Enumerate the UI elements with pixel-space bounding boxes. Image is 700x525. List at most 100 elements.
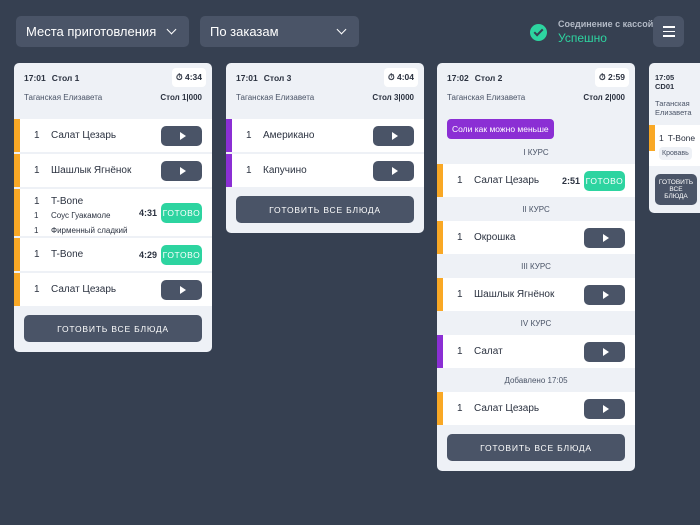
order-time: 17:01 xyxy=(236,73,258,83)
item-name: T-Bone xyxy=(51,196,84,207)
item-name: T-Bone xyxy=(51,249,84,260)
order-time: 17:01 xyxy=(24,73,46,83)
order-meta: Таганская Елизавета xyxy=(655,99,696,117)
order-time: 17:02 xyxy=(447,73,469,83)
item-qty: 1 xyxy=(457,403,463,414)
status-stripe xyxy=(14,154,20,187)
start-button[interactable] xyxy=(161,160,202,181)
play-icon xyxy=(602,233,609,242)
order-card: 17:02 Стол 2 ⏱ 2:59 Таганская Елизавета Стол… xyxy=(437,63,635,471)
waiter-name: Таганская Елизавета xyxy=(655,99,692,117)
course-label: I КУРС xyxy=(523,148,549,157)
order-card: 17:05 CD01 Таганская Елизавета 1 T-Bone Крова… xyxy=(649,63,700,213)
order-table: Стол 1 xyxy=(51,73,80,83)
order-table: Стол 2 xyxy=(474,73,503,83)
status-stripe xyxy=(437,164,443,197)
card-header: 17:01 Стол 1 ⏱ 4:34 Таганская Елизавета Стол… xyxy=(14,63,212,119)
status-stripe xyxy=(437,335,443,368)
item-qty: 1 xyxy=(34,196,40,207)
table-code: Стол 3|000 xyxy=(372,93,414,102)
item-qty: 1 xyxy=(246,130,252,141)
waiter-name: Таганская Елизавета xyxy=(236,93,315,102)
ready-time: 2:51 xyxy=(561,175,580,186)
order-table: Стол 3 xyxy=(263,73,292,83)
timer-value: 4:04 xyxy=(396,72,414,82)
start-button[interactable] xyxy=(584,284,625,305)
item-qty: 1 xyxy=(34,165,40,176)
waiter-name: Таганская Елизавета xyxy=(24,93,103,102)
order-meta: Таганская Елизавета Стол 2|000 xyxy=(447,93,625,102)
station-select[interactable]: Места приготовления xyxy=(16,16,189,47)
status-stripe xyxy=(226,154,232,187)
modifier-name: Соус Гуакамоле xyxy=(51,211,111,220)
item-name: Салат Цезарь xyxy=(474,175,540,186)
item-name: Американо xyxy=(263,130,315,141)
start-button[interactable] xyxy=(161,125,202,146)
order-item: 1 Салат Цезарь xyxy=(14,119,212,152)
play-icon xyxy=(179,285,186,294)
start-button[interactable] xyxy=(373,125,414,146)
stopwatch-icon: ⏱ xyxy=(598,72,608,82)
order-note: Соли как можно меньше xyxy=(447,119,554,139)
start-button[interactable] xyxy=(161,279,202,300)
order-meta: Таганская Елизавета Стол 1|000 xyxy=(24,93,202,102)
order-item: 1 Салат Цезарь xyxy=(14,273,212,306)
start-button[interactable] xyxy=(373,160,414,181)
order-timer: ⏱ 4:04 xyxy=(383,68,418,87)
order-item: 1 T-Bone 4:29 ГОТОВО xyxy=(14,238,212,271)
ready-button[interactable]: ГОТОВО xyxy=(161,202,202,223)
ready-button[interactable]: ГОТОВО xyxy=(161,244,202,265)
start-button[interactable] xyxy=(584,227,625,248)
order-item: 1 Американо xyxy=(226,119,424,152)
status-stripe xyxy=(649,125,655,151)
connection-value: Успешно xyxy=(558,31,607,45)
chevron-down-icon xyxy=(166,24,177,35)
ready-button[interactable]: ГОТОВО xyxy=(584,170,625,191)
sort-select[interactable]: По заказам xyxy=(200,16,359,47)
play-icon xyxy=(179,166,186,175)
menu-button[interactable] xyxy=(653,16,684,47)
order-item: 1 Салат Цезарь 2:51 ГОТОВО xyxy=(437,164,635,197)
course-label: II КУРС xyxy=(522,205,550,214)
order-title: 17:02 Стол 2 xyxy=(447,73,508,83)
modifier-qty: 1 xyxy=(34,226,39,235)
order-item: 1 Шашлык Ягнёнок xyxy=(437,278,635,311)
waiter-name: Таганская Елизавета xyxy=(447,93,526,102)
cook-all-button[interactable]: ГОТОВИТЬ ВСЕ БЛЮДА xyxy=(236,196,414,223)
order-item: 1 Салат Цезарь xyxy=(437,392,635,425)
card-header: 17:05 CD01 Таганская Елизавета xyxy=(649,63,700,125)
cook-all-button[interactable]: ГОТОВИТЬ ВСЕ БЛЮДА xyxy=(655,174,697,205)
cook-all-button[interactable]: ГОТОВИТЬ ВСЕ БЛЮДА xyxy=(24,315,202,342)
status-stripe xyxy=(437,278,443,311)
timer-value: 4:34 xyxy=(184,72,202,82)
cook-all-button[interactable]: ГОТОВИТЬ ВСЕ БЛЮДА xyxy=(447,434,625,461)
item-name: Капучино xyxy=(263,165,307,176)
item-qty: 1 xyxy=(34,249,40,260)
item-qty: 1 xyxy=(457,289,463,300)
table-code: Стол 1|000 xyxy=(160,93,202,102)
item-qty: 1 xyxy=(659,133,664,143)
stopwatch-icon: ⏱ xyxy=(387,72,397,82)
play-icon xyxy=(391,166,398,175)
play-icon xyxy=(179,131,186,140)
status-stripe xyxy=(14,238,20,271)
ready-time: 4:29 xyxy=(138,249,157,260)
order-item: 1 Салат xyxy=(437,335,635,368)
station-select-value: Места приготовления xyxy=(26,24,157,39)
start-button[interactable] xyxy=(584,398,625,419)
modifier-chip: Кровавь xyxy=(659,147,692,160)
status-stripe xyxy=(437,221,443,254)
order-item: 1 Капучино xyxy=(226,154,424,187)
item-qty: 1 xyxy=(457,232,463,243)
order-time: 17:05 xyxy=(655,73,675,82)
connection-label: Соединение с кассой xyxy=(558,19,654,29)
status-stripe xyxy=(14,273,20,306)
item-name: Салат Цезарь xyxy=(51,130,117,141)
stopwatch-icon: ⏱ xyxy=(175,72,185,82)
item-qty: 1 xyxy=(457,346,463,357)
order-item: 1 T-Bone 1 Соус Гуакамоле 1 Фирменный сладкий… xyxy=(14,189,212,236)
table-code: Стол 2|000 xyxy=(583,93,625,102)
check-circle-icon xyxy=(530,23,547,41)
start-button[interactable] xyxy=(584,341,625,362)
status-stripe xyxy=(14,119,20,152)
